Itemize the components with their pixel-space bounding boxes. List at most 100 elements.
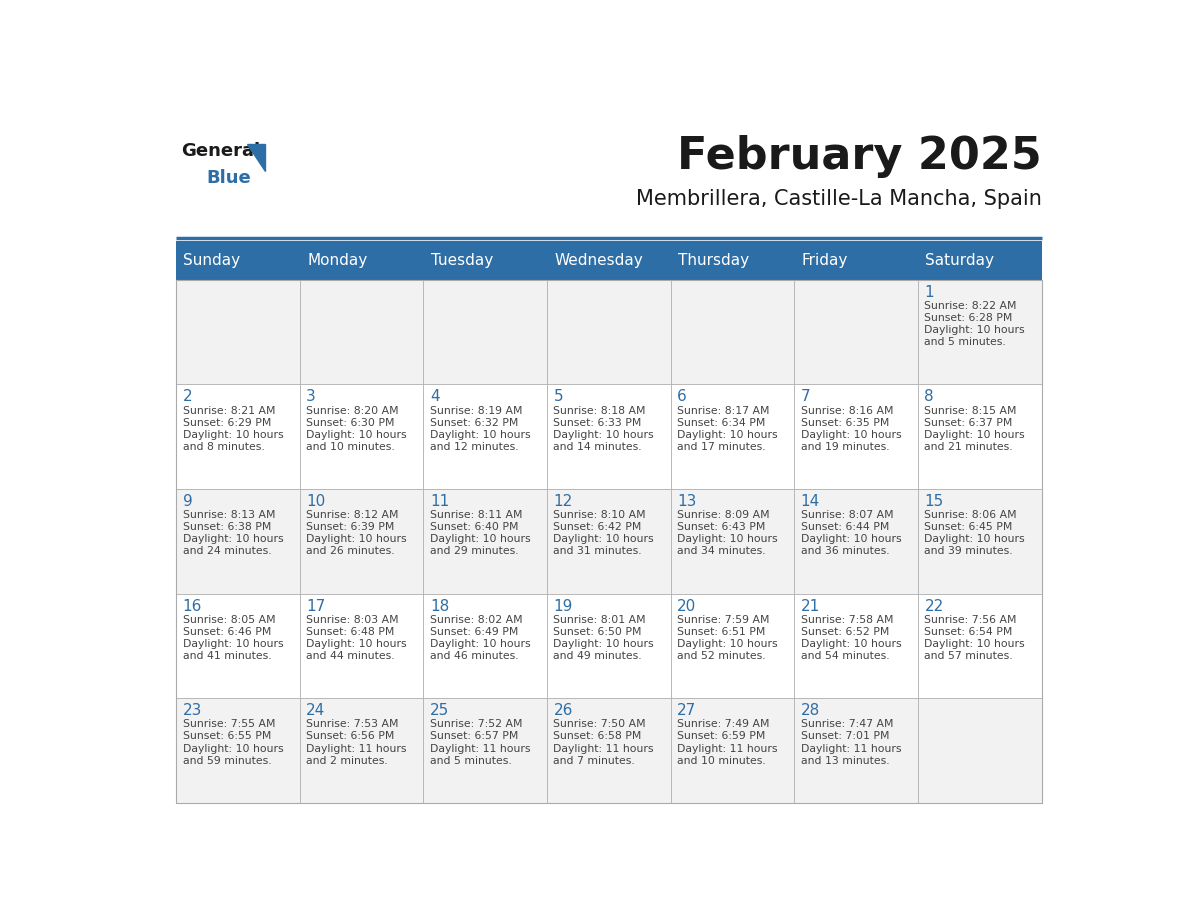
Text: and 31 minutes.: and 31 minutes. [554,546,642,556]
Polygon shape [247,144,265,171]
Text: Sunset: 6:43 PM: Sunset: 6:43 PM [677,522,765,532]
Bar [671,594,795,699]
Text: 23: 23 [183,703,202,718]
Text: 1: 1 [924,285,934,300]
Text: 3: 3 [307,389,316,404]
Text: and 54 minutes.: and 54 minutes. [801,651,890,661]
Text: Wednesday: Wednesday [555,252,643,268]
Text: and 8 minutes.: and 8 minutes. [183,442,264,452]
Text: and 39 minutes.: and 39 minutes. [924,546,1013,556]
Text: and 46 minutes.: and 46 minutes. [430,651,518,661]
Bar [299,280,423,385]
Text: Sunset: 6:54 PM: Sunset: 6:54 PM [924,627,1012,637]
Text: 5: 5 [554,389,563,404]
Text: Sunset: 6:38 PM: Sunset: 6:38 PM [183,522,271,532]
Text: and 5 minutes.: and 5 minutes. [430,756,512,766]
Text: 24: 24 [307,703,326,718]
Bar [546,489,671,594]
Text: Sunrise: 8:09 AM: Sunrise: 8:09 AM [677,510,770,521]
Text: and 7 minutes.: and 7 minutes. [554,756,636,766]
Text: Daylight: 11 hours: Daylight: 11 hours [554,744,653,754]
Text: 20: 20 [677,599,696,613]
Text: Daylight: 10 hours: Daylight: 10 hours [801,639,902,649]
Bar [546,280,671,385]
Text: Sunrise: 8:19 AM: Sunrise: 8:19 AM [430,406,523,416]
Bar [176,594,299,699]
Text: Sunrise: 8:06 AM: Sunrise: 8:06 AM [924,510,1017,521]
Text: Sunset: 6:28 PM: Sunset: 6:28 PM [924,313,1012,323]
Text: Sunset: 6:35 PM: Sunset: 6:35 PM [801,418,889,428]
Bar [299,385,423,489]
Bar [546,385,671,489]
Text: 17: 17 [307,599,326,613]
Text: Daylight: 10 hours: Daylight: 10 hours [430,639,531,649]
Text: and 13 minutes.: and 13 minutes. [801,756,890,766]
Text: 19: 19 [554,599,573,613]
Text: 12: 12 [554,494,573,509]
Text: Sunset: 6:42 PM: Sunset: 6:42 PM [554,522,642,532]
Text: Daylight: 10 hours: Daylight: 10 hours [801,430,902,440]
Bar [423,280,546,385]
Text: Sunrise: 8:12 AM: Sunrise: 8:12 AM [307,510,399,521]
Text: Sunrise: 8:16 AM: Sunrise: 8:16 AM [801,406,893,416]
Text: Sunrise: 7:59 AM: Sunrise: 7:59 AM [677,615,770,625]
Text: Thursday: Thursday [678,252,750,268]
Text: Daylight: 10 hours: Daylight: 10 hours [183,430,283,440]
Text: Sunrise: 8:02 AM: Sunrise: 8:02 AM [430,615,523,625]
Bar [423,489,546,594]
Text: and 12 minutes.: and 12 minutes. [430,442,518,452]
Text: Daylight: 10 hours: Daylight: 10 hours [924,325,1025,335]
Bar [918,280,1042,385]
Bar [918,699,1042,803]
Text: Sunrise: 7:53 AM: Sunrise: 7:53 AM [307,720,399,730]
Text: Daylight: 10 hours: Daylight: 10 hours [924,534,1025,544]
Text: Sunset: 7:01 PM: Sunset: 7:01 PM [801,732,890,742]
Bar [546,594,671,699]
Text: Sunset: 6:55 PM: Sunset: 6:55 PM [183,732,271,742]
Text: Daylight: 10 hours: Daylight: 10 hours [183,639,283,649]
Text: and 36 minutes.: and 36 minutes. [801,546,890,556]
Bar [299,594,423,699]
Text: Sunset: 6:44 PM: Sunset: 6:44 PM [801,522,889,532]
Text: 22: 22 [924,599,943,613]
Text: Sunrise: 8:22 AM: Sunrise: 8:22 AM [924,301,1017,311]
Text: Sunset: 6:29 PM: Sunset: 6:29 PM [183,418,271,428]
Text: Sunrise: 7:55 AM: Sunrise: 7:55 AM [183,720,276,730]
Bar [671,385,795,489]
Text: Sunrise: 7:52 AM: Sunrise: 7:52 AM [430,720,523,730]
Text: 10: 10 [307,494,326,509]
Text: Tuesday: Tuesday [431,252,493,268]
Bar [299,489,423,594]
Text: Sunrise: 8:20 AM: Sunrise: 8:20 AM [307,406,399,416]
Bar [176,385,299,489]
Text: Sunrise: 8:11 AM: Sunrise: 8:11 AM [430,510,523,521]
Text: and 21 minutes.: and 21 minutes. [924,442,1013,452]
Text: Sunrise: 8:17 AM: Sunrise: 8:17 AM [677,406,770,416]
Text: 28: 28 [801,703,820,718]
Text: Daylight: 11 hours: Daylight: 11 hours [307,744,406,754]
Text: and 59 minutes.: and 59 minutes. [183,756,271,766]
Text: 15: 15 [924,494,943,509]
Text: and 5 minutes.: and 5 minutes. [924,337,1006,347]
Text: 11: 11 [430,494,449,509]
Text: Daylight: 11 hours: Daylight: 11 hours [430,744,530,754]
Bar [423,594,546,699]
Text: Sunrise: 8:05 AM: Sunrise: 8:05 AM [183,615,276,625]
Text: 18: 18 [430,599,449,613]
Text: Friday: Friday [802,252,848,268]
Text: 26: 26 [554,703,573,718]
Text: Daylight: 10 hours: Daylight: 10 hours [554,534,655,544]
Text: Daylight: 10 hours: Daylight: 10 hours [554,639,655,649]
Text: 9: 9 [183,494,192,509]
Bar [918,385,1042,489]
Bar [546,699,671,803]
Text: and 44 minutes.: and 44 minutes. [307,651,394,661]
Text: Sunset: 6:32 PM: Sunset: 6:32 PM [430,418,518,428]
Bar [795,280,918,385]
Text: 7: 7 [801,389,810,404]
Text: Daylight: 10 hours: Daylight: 10 hours [677,430,778,440]
Bar [299,699,423,803]
Text: Sunrise: 8:07 AM: Sunrise: 8:07 AM [801,510,893,521]
Text: Sunset: 6:39 PM: Sunset: 6:39 PM [307,522,394,532]
Text: Sunset: 6:45 PM: Sunset: 6:45 PM [924,522,1012,532]
